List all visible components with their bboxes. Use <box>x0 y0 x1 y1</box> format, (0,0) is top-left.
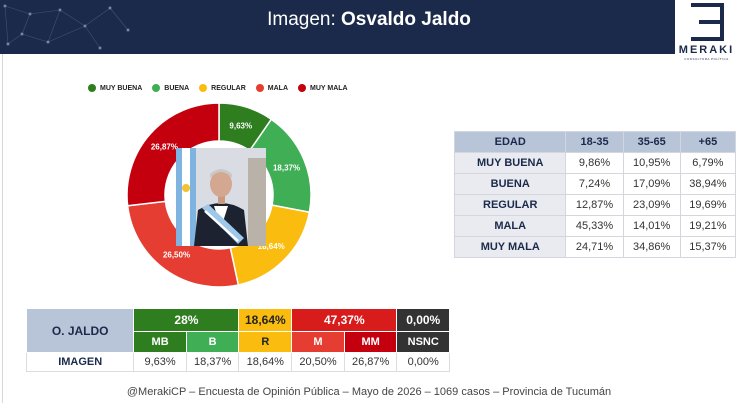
logo-subtitle: CONSULTORA POLÍTICA <box>684 57 729 61</box>
page-border <box>2 54 3 403</box>
summary-value: 20,50% <box>291 352 345 372</box>
table-header: 18-35 <box>565 131 624 153</box>
row-label: IMAGEN <box>25 352 135 372</box>
table-cell: 45,33% <box>565 215 624 237</box>
table-cell: 38,94% <box>679 173 737 195</box>
meraki-logo: MERAKI CONSULTORA POLÍTICA <box>675 0 738 75</box>
table-row: BUENA 7,24% 17,09% 38,94% <box>453 173 737 195</box>
logo-e-icon <box>691 3 724 41</box>
table-cell: 15,37% <box>679 236 737 258</box>
legend-item: REGULAR <box>199 84 246 92</box>
code-b: B <box>185 331 240 353</box>
table-header: EDAD <box>453 131 567 153</box>
slice-label: 18,64% <box>258 242 285 251</box>
legend-swatch <box>152 84 161 92</box>
table-row: MALA 45,33% 14,01% 19,21% <box>453 215 737 237</box>
table-cell: 10,95% <box>622 152 681 174</box>
row-label: REGULAR <box>453 194 567 216</box>
negative-total: 47,37% <box>291 308 398 332</box>
table-cell: 7,24% <box>565 173 624 195</box>
table-cell: 19,69% <box>679 194 737 216</box>
table-row: REGULAR 12,87% 23,09% 19,69% <box>453 194 737 216</box>
code-mm: MM <box>343 331 398 353</box>
chart-legend: MUY BUENA BUENA REGULAR MALA MUY MALA <box>88 84 348 92</box>
row-label: BUENA <box>453 173 567 195</box>
summary-name: O. JALDO <box>25 308 135 353</box>
code-mb: MB <box>133 331 187 353</box>
slice-label: 26,50% <box>163 250 190 259</box>
age-breakdown-table: EDAD 18-35 35-65 +65 MUY BUENA 9,86% 10,… <box>453 131 737 258</box>
summary-value: 0,00% <box>396 352 450 372</box>
legend-swatch <box>298 84 306 92</box>
legend-label: REGULAR <box>211 84 246 92</box>
summary-value: 9,63% <box>133 352 187 372</box>
slice-label: 18,37% <box>273 163 300 172</box>
nsnc-total: 0,00% <box>396 308 450 332</box>
header-banner: Imagen: Osvaldo Jaldo <box>0 0 738 54</box>
slice-label: 26,87% <box>151 142 178 151</box>
table-cell: 19,21% <box>679 215 737 237</box>
title-name: Osvaldo Jaldo <box>341 9 471 30</box>
code-nsnc: NSNC <box>396 331 450 353</box>
table-cell: 9,86% <box>565 152 624 174</box>
row-label: MALA <box>453 215 567 237</box>
table-cell: 34,86% <box>622 236 681 258</box>
legend-item: BUENA <box>152 84 189 92</box>
table-header-row: EDAD 18-35 35-65 +65 <box>453 131 737 153</box>
row-label: MUY BUENA <box>453 152 567 174</box>
row-label: MUY MALA <box>453 236 567 258</box>
legend-item: MUY BUENA <box>88 84 142 92</box>
table-row: MUY BUENA 9,86% 10,95% 6,79% <box>453 152 737 174</box>
footer-source: @MerakiCP – Encuesta de Opinión Pública … <box>126 386 612 398</box>
regular-total: 18,64% <box>238 308 293 332</box>
table-cell: 24,71% <box>565 236 624 258</box>
table-cell: 6,79% <box>679 152 737 174</box>
table-cell: 12,87% <box>565 194 624 216</box>
table-header: +65 <box>679 131 737 153</box>
summary-value: 18,37% <box>185 352 240 372</box>
table-cell: 14,01% <box>622 215 681 237</box>
summary-value: 26,87% <box>343 352 398 372</box>
page-title: Imagen: Osvaldo Jaldo <box>0 9 738 31</box>
slice-label: 9,63% <box>229 121 252 130</box>
legend-label: MUY MALA <box>310 84 348 92</box>
legend-swatch <box>88 84 96 92</box>
table-cell: 17,09% <box>622 173 681 195</box>
positive-total: 28% <box>133 308 240 332</box>
candidate-photo <box>176 148 266 246</box>
legend-swatch <box>199 84 208 92</box>
legend-label: MALA <box>267 84 288 92</box>
code-m: M <box>291 331 345 353</box>
network-decoration <box>3 4 130 50</box>
summary-table: O. JALDO 28% 18,64% 47,37% 0,00% MB B R … <box>25 308 450 372</box>
table-row: MUY MALA 24,71% 34,86% 15,37% <box>453 236 737 258</box>
table-header: 35-65 <box>622 131 681 153</box>
legend-label: BUENA <box>164 84 190 92</box>
legend-swatch <box>255 84 264 92</box>
legend-label: MUY BUENA <box>100 84 143 92</box>
logo-word: MERAKI <box>678 44 735 56</box>
title-prefix: Imagen: <box>267 9 342 30</box>
legend-item: MUY MALA <box>298 84 348 92</box>
table-cell: 23,09% <box>622 194 681 216</box>
summary-value: 18,64% <box>238 352 293 372</box>
code-r: R <box>238 331 293 353</box>
legend-item: MALA <box>255 84 288 92</box>
